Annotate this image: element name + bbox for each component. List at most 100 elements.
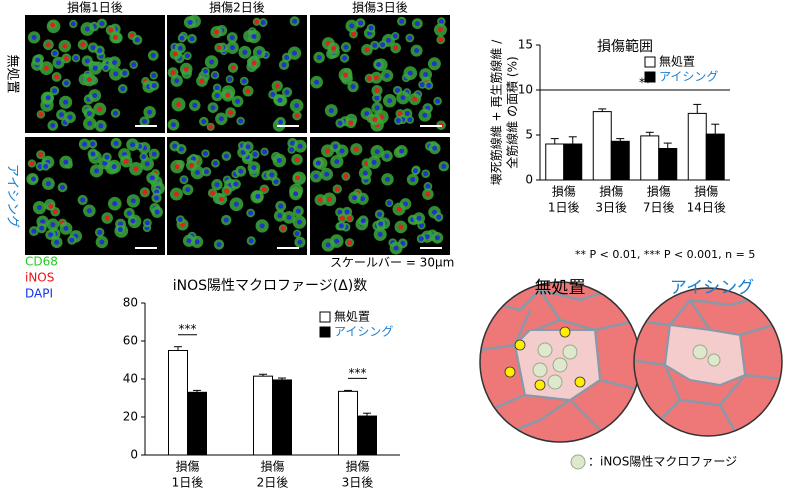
nucleus: [372, 116, 378, 122]
nucleus: [426, 82, 432, 88]
nucleus: [280, 226, 286, 232]
nucleus: [130, 198, 136, 204]
bar: [563, 143, 583, 181]
nucleus: [259, 223, 265, 229]
nucleus: [123, 158, 129, 164]
legend-label: アイシング: [334, 325, 393, 339]
nucleus: [334, 159, 340, 165]
nucleus: [337, 209, 343, 215]
nucleus: [248, 238, 254, 244]
nucleus: [120, 86, 126, 92]
nucleus: [274, 83, 280, 89]
nucleus: [80, 42, 86, 48]
y-tick-label: 5: [525, 128, 533, 142]
nucleus: [48, 203, 54, 209]
nucleus: [296, 219, 302, 225]
nucleus: [294, 231, 300, 237]
nucleus: [56, 60, 62, 66]
x-tick-label: 1日後: [548, 201, 580, 215]
nucleus: [416, 215, 422, 221]
nucleus: [144, 220, 150, 226]
micrographs: [25, 14, 450, 255]
nucleus: [284, 89, 290, 95]
nucleus: [150, 52, 156, 58]
nucleus: [313, 173, 319, 179]
nucleus: [351, 31, 357, 37]
nucleus: [337, 120, 343, 126]
y-axis-label: 壊死筋線維 + 再生筋線維 /: [489, 39, 504, 185]
nucleus: [326, 196, 332, 202]
y-tick-label: 10: [518, 83, 533, 97]
nucleus: [201, 119, 207, 125]
nucleus: [384, 73, 390, 79]
nucleus: [339, 215, 345, 221]
illustration-label: アイシング: [670, 278, 754, 298]
nucleus: [70, 21, 76, 27]
nucleus: [194, 239, 200, 245]
nucleus: [286, 214, 292, 220]
bar: [168, 350, 188, 456]
nucleus: [43, 163, 49, 169]
nucleus: [214, 93, 220, 99]
nucleus: [52, 50, 58, 56]
nucleus: [366, 75, 372, 81]
nucleus: [199, 78, 205, 84]
nucleus: [192, 102, 198, 108]
nucleus: [377, 231, 383, 237]
nucleus: [209, 59, 215, 65]
nucleus: [362, 170, 368, 176]
x-tick-label: 3日後: [342, 476, 374, 490]
bar: [592, 111, 612, 181]
nucleus: [245, 144, 251, 150]
legend-swatch: [319, 311, 331, 323]
nucleus: [39, 225, 45, 231]
nucleus: [431, 209, 437, 215]
nucleus: [181, 177, 187, 183]
nucleus: [431, 61, 437, 67]
nucleus: [434, 235, 440, 241]
nucleus: [38, 111, 44, 117]
nucleus: [386, 200, 392, 206]
nucleus: [229, 35, 235, 41]
nucleus: [103, 65, 109, 71]
nucleus: [225, 92, 231, 98]
nucleus: [117, 227, 123, 233]
y-tick-label: 15: [518, 38, 533, 52]
nucleus: [37, 164, 43, 170]
nucleus: [374, 95, 380, 101]
y-tick-label: 0: [525, 173, 533, 187]
nucleus: [294, 113, 300, 119]
nucleus: [173, 191, 179, 197]
nucleus: [347, 240, 353, 246]
nucleus: [342, 55, 348, 61]
column-label: 損傷1日後: [67, 0, 123, 15]
nucleus: [144, 161, 150, 167]
nucleus: [97, 106, 103, 112]
legend-swatch: [644, 71, 656, 83]
nucleus: [412, 96, 418, 102]
nucleus: [50, 222, 56, 228]
nucleus: [45, 95, 51, 101]
nucleus: [376, 61, 382, 67]
nucleus: [262, 149, 268, 155]
nucleus: [400, 95, 406, 101]
nucleus: [102, 160, 108, 166]
nucleus: [344, 209, 350, 215]
nucleus: [276, 158, 282, 164]
nucleus: [210, 190, 216, 196]
nucleus: [118, 221, 124, 227]
nucleus: [314, 79, 320, 85]
nucleus: [142, 189, 148, 195]
nucleus: [174, 164, 180, 170]
nucleus: [255, 193, 261, 199]
nucleus: [358, 20, 364, 26]
nucleus: [82, 141, 88, 147]
nucleus: [52, 209, 58, 215]
nucleus: [69, 237, 75, 243]
nucleus: [45, 42, 51, 48]
nucleus: [141, 154, 147, 160]
nucleus: [203, 169, 209, 175]
x-tick-label: 損傷: [647, 184, 671, 199]
nucleus: [235, 98, 241, 104]
nucleus: [50, 22, 56, 28]
